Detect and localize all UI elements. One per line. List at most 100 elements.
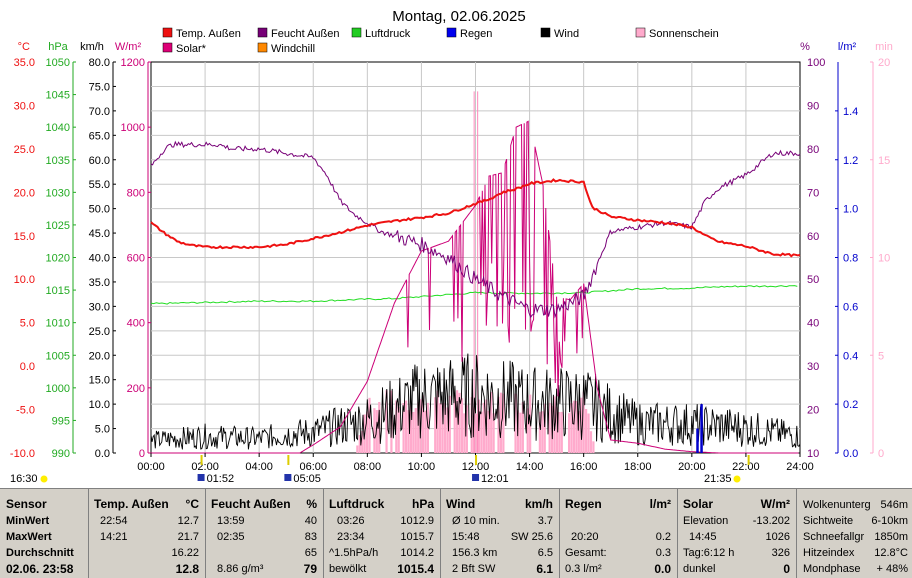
misc-column: Wolkenunterg 546m Sichtweite 6-10km Schnee… bbox=[796, 489, 912, 578]
legend-label: Sonnenschein bbox=[649, 28, 719, 40]
sun-icon bbox=[40, 475, 48, 483]
sunshine-bar bbox=[446, 407, 449, 453]
sunshine-bar bbox=[426, 402, 430, 453]
rain-bar bbox=[700, 404, 703, 453]
sunshine-bar bbox=[397, 407, 400, 453]
temp-column: Temp. Außen °C 22:54 12.7 14:21 21.7 16.22 … bbox=[88, 489, 206, 578]
sensor-header: Sensor bbox=[6, 497, 47, 511]
sunshine-bar bbox=[543, 403, 546, 453]
event-time: 05:05 bbox=[293, 473, 321, 485]
temp-max-value: 21.7 bbox=[177, 531, 199, 543]
x-axis: 00:00 02:00 04:00 06:00 08:00 10:00 12:00 14:00… bbox=[137, 453, 814, 473]
wind-current-value: 6.1 bbox=[536, 562, 553, 576]
legend-label: Windchill bbox=[271, 43, 315, 55]
event-flag-icon bbox=[197, 474, 205, 481]
elevation-value: -13.202 bbox=[752, 515, 790, 527]
avg-label: Durchschnitt bbox=[6, 547, 74, 559]
wind-column: Wind km/h Ø 10 min. 3.7 15:48 SW 25.6 156.3… bbox=[440, 489, 560, 578]
sunshine-bar bbox=[424, 410, 427, 453]
sunshine-bar bbox=[575, 400, 578, 453]
wind-tick-label: 80.0 bbox=[89, 57, 110, 69]
rain-header: Regen bbox=[565, 497, 602, 511]
x-tick-label: 00:00 bbox=[137, 461, 165, 473]
sunshine-bar bbox=[373, 408, 376, 453]
sunshine-bar bbox=[514, 393, 517, 453]
stats-panel: Sensor MinWert MaxWert Durchschnitt 02.0… bbox=[0, 488, 912, 578]
legend-swatch bbox=[351, 27, 362, 38]
x-tick-label: 02:00 bbox=[191, 461, 219, 473]
x-tick-label: 24:00 bbox=[786, 461, 814, 473]
sunshine-bar bbox=[475, 413, 478, 453]
temp-tick-label: 15.0 bbox=[14, 231, 35, 243]
sunshine-bar bbox=[356, 445, 359, 453]
pressure-max-time: 23:34 bbox=[337, 531, 365, 543]
rain-total-label: Gesamt: bbox=[565, 547, 607, 559]
chart-legend: Temp. Außen Feucht Außen Luftdruck Regen Win… bbox=[162, 27, 719, 55]
wind-avg-label: Ø 10 min. bbox=[452, 515, 500, 527]
wind-tick-label: 5.0 bbox=[95, 424, 110, 436]
wind-tick-label: 15.0 bbox=[89, 375, 110, 387]
axis-units: °C hPa km/h W/m²% l/m² min bbox=[18, 41, 893, 53]
sunshine-bar bbox=[395, 400, 398, 453]
chart-title: Montag, 02.06.2025 bbox=[392, 8, 525, 25]
legend-label: Wind bbox=[554, 28, 579, 40]
pressure-avg-value: 1014.2 bbox=[400, 547, 434, 559]
pressure-tick-label: 995 bbox=[52, 415, 70, 427]
pressure-tick-label: 1000 bbox=[46, 383, 70, 395]
temp-tick-label: 0.0 bbox=[20, 361, 35, 373]
pressure-unit: hPa bbox=[411, 497, 434, 511]
humidity-unit-label: % bbox=[800, 41, 810, 53]
pressure-tick-label: 1045 bbox=[46, 90, 70, 102]
sunshine-bar bbox=[572, 400, 576, 453]
rain-tick-label: 0.6 bbox=[843, 301, 858, 313]
weather-chart: Montag, 02.06.2025 Temp. Außen Feucht Auß… bbox=[10, 8, 893, 485]
temp-unit: °C bbox=[185, 497, 199, 511]
wind-header: Wind bbox=[446, 497, 476, 511]
sunshine-bar bbox=[402, 403, 405, 453]
humidity-tick-label: 40 bbox=[807, 318, 819, 330]
sunshine-bar bbox=[519, 412, 522, 453]
pressure-tick-label: 1040 bbox=[46, 122, 70, 134]
sunshine-bar bbox=[497, 396, 500, 453]
sunshine-bar bbox=[558, 412, 561, 453]
humidity-tick-label: 60 bbox=[807, 231, 819, 243]
wind-tick-label: 40.0 bbox=[89, 253, 110, 265]
pressure-column: Luftdruck hPa 03:26 1012.9 23:34 1015.7 ^1.… bbox=[323, 489, 441, 578]
x-tick-label: 20:00 bbox=[678, 461, 706, 473]
sunshine-bar bbox=[417, 402, 420, 453]
sunshine-bar bbox=[412, 411, 415, 453]
wind-run: 156.3 km bbox=[452, 547, 498, 559]
wind-tick-label: 30.0 bbox=[89, 301, 110, 313]
wind-tick-label: 0.0 bbox=[95, 448, 110, 460]
sunshine-bar bbox=[434, 397, 437, 453]
snowline-label: Schneefallgr bbox=[803, 531, 865, 543]
heat-index-value: 12.8°C bbox=[874, 547, 908, 559]
pressure-tick-label: 1030 bbox=[46, 187, 70, 199]
sunshine-bar bbox=[458, 392, 461, 453]
sun-tick-label: 10 bbox=[878, 253, 890, 265]
x-tick-label: 06:00 bbox=[299, 461, 327, 473]
sunshine-bar bbox=[585, 408, 588, 453]
rain-total-value: 0.3 bbox=[655, 547, 671, 559]
elevation-label: Elevation bbox=[683, 515, 729, 527]
sunshine-bar bbox=[453, 395, 456, 453]
x-tick-label: 18:00 bbox=[624, 461, 652, 473]
sunshine-bar bbox=[368, 397, 371, 453]
temperature-line bbox=[150, 178, 801, 258]
x-tick-label: 14:00 bbox=[516, 461, 544, 473]
sunshine-bar bbox=[492, 413, 495, 453]
humidity-tick-label: 100 bbox=[807, 57, 825, 69]
solar-tick-label: 1200 bbox=[121, 57, 145, 69]
humidity-current-value: 79 bbox=[303, 562, 317, 576]
solar-tick-label: 1000 bbox=[121, 122, 145, 134]
sunshine-bar bbox=[421, 395, 425, 453]
sunshine-bar bbox=[375, 410, 378, 453]
sunshine-bar bbox=[499, 392, 503, 453]
temp-tick-label: 35.0 bbox=[14, 57, 35, 69]
sunshine-bar bbox=[438, 403, 442, 453]
sunshine-bar bbox=[541, 411, 544, 453]
snowline-value: 1850m bbox=[874, 531, 908, 543]
weather-condition: bewölkt bbox=[329, 563, 367, 575]
solar-max-time: 14:45 bbox=[689, 531, 717, 543]
x-tick-label: 10:00 bbox=[408, 461, 436, 473]
